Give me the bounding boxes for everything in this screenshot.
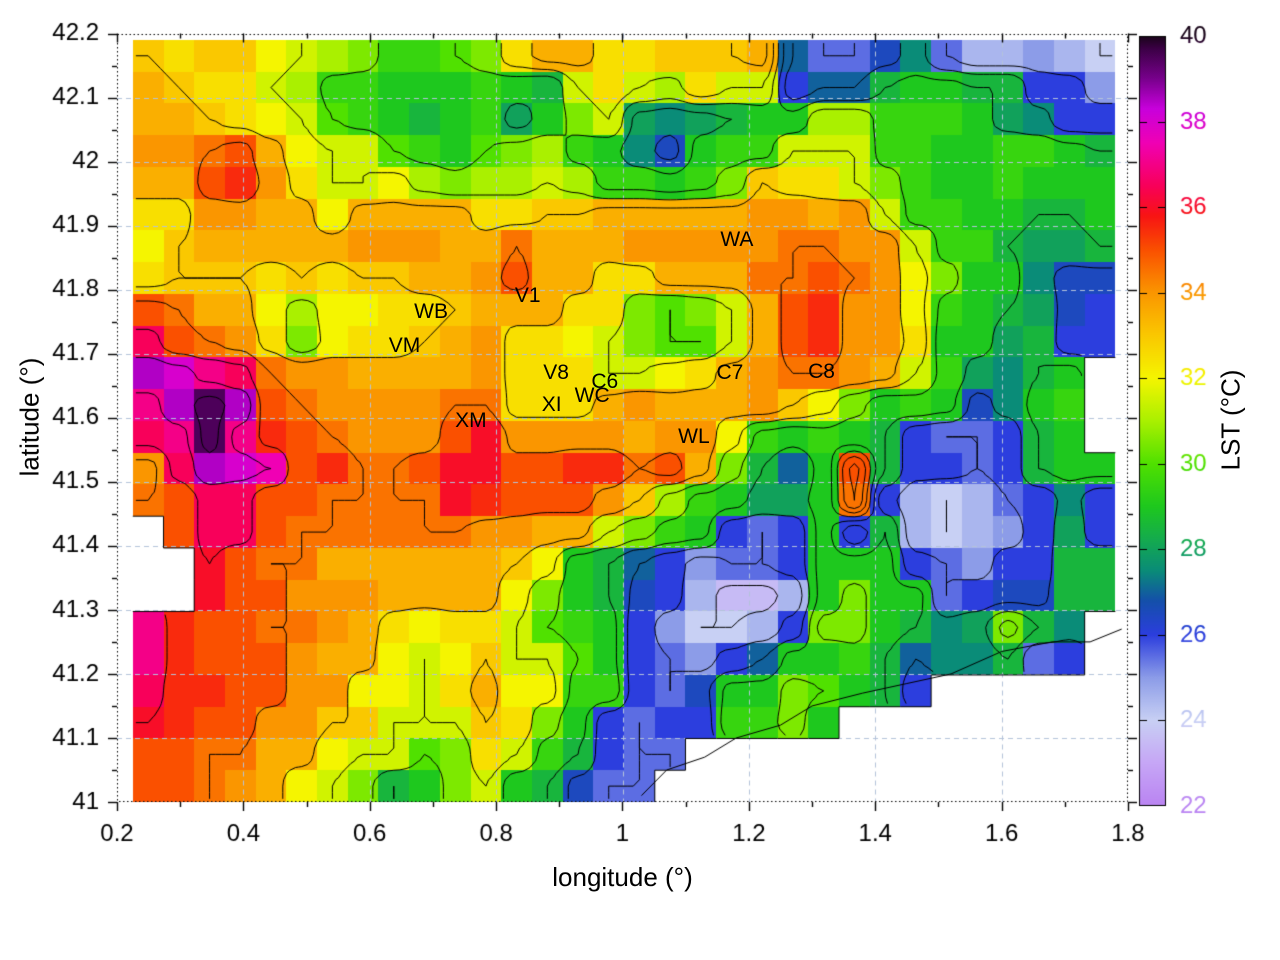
station-label-xi: XI	[541, 392, 562, 416]
station-label-wl: WL	[678, 424, 710, 448]
y-axis-title: latitude (°)	[14, 357, 45, 477]
station-label-c8: C8	[808, 359, 835, 383]
station-label-wb: WB	[414, 300, 448, 324]
station-label-xm: XM	[455, 408, 487, 432]
station-label-wc: WC	[574, 383, 610, 407]
station-label-vm: VM	[388, 334, 421, 358]
x-axis-title: longitude (°)	[552, 862, 693, 892]
station-label-c6: C6	[591, 369, 619, 393]
station-label-v1: V1	[514, 284, 541, 308]
station-label-c7: C7	[716, 360, 744, 384]
colorbar-title: LST (°C)	[1215, 369, 1246, 471]
station-label-wa: WA	[720, 228, 754, 252]
station-label-v8: V8	[543, 360, 569, 384]
